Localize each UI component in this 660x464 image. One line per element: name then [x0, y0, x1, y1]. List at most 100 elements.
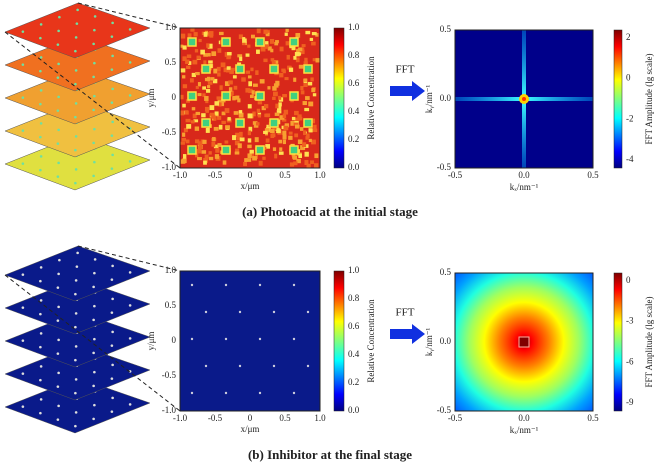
- map-speck: [225, 67, 230, 73]
- layer-dot: [39, 168, 42, 172]
- layer-dot: [93, 15, 97, 18]
- colorbar-tick-label: 0.8: [348, 293, 360, 303]
- map-speck: [247, 75, 252, 79]
- caption: (a) Photoacid at the initial stage: [242, 204, 418, 219]
- map-spot: [221, 37, 231, 47]
- map-speck: [213, 68, 218, 74]
- layer-dot: [56, 385, 60, 388]
- map-speck: [282, 139, 287, 145]
- map-speck: [209, 31, 214, 37]
- map-speck: [236, 136, 242, 141]
- y-tick-label: -0.5: [162, 127, 177, 137]
- layer-dot: [111, 87, 114, 91]
- layer-dot: [93, 160, 96, 164]
- map-speck: [185, 59, 190, 64]
- fft-peak: [518, 336, 530, 348]
- layer-dot: [57, 161, 60, 165]
- map-speck: [281, 125, 285, 130]
- map-speck: [257, 114, 262, 118]
- map-speck: [271, 61, 276, 67]
- map-speck: [283, 125, 289, 131]
- map-spot: [238, 310, 242, 314]
- map-speck: [195, 85, 199, 89]
- colorbar-tick-label: 0.6: [348, 321, 360, 331]
- map-speck: [216, 66, 221, 72]
- map-speck: [234, 140, 240, 146]
- layer-dot: [75, 265, 79, 268]
- map-speck: [310, 118, 316, 124]
- map-speck: [194, 49, 199, 53]
- y-tick-label: 1.0: [165, 22, 177, 32]
- layer-dot: [57, 371, 60, 375]
- map-speck: [267, 46, 272, 51]
- map-speck: [263, 58, 268, 63]
- y-tick-label: 0.0: [440, 93, 452, 103]
- layer-dot: [39, 279, 42, 283]
- layer-dot: [56, 352, 60, 355]
- map-speck: [193, 32, 198, 37]
- map-spot: [187, 91, 197, 101]
- layer-dot: [57, 305, 60, 309]
- layer-dot: [74, 325, 77, 329]
- map-speck: [279, 72, 284, 78]
- map-spot: [258, 337, 262, 341]
- map-spot: [255, 37, 265, 47]
- map-speck: [279, 147, 283, 151]
- map-spot: [190, 391, 194, 395]
- map-speck: [180, 94, 184, 100]
- map-speck: [185, 99, 190, 103]
- map-speck: [232, 95, 236, 101]
- layer-dot: [56, 109, 60, 112]
- map-spot: [303, 118, 313, 128]
- map-speck: [294, 133, 299, 138]
- map-speck: [258, 160, 263, 166]
- map-spot: [269, 118, 279, 128]
- map-speck: [195, 152, 199, 158]
- colorbar-label: Relative Concentration: [366, 56, 376, 140]
- y-axis-label: kᵧ/nm⁻¹: [424, 328, 435, 357]
- map-speck: [186, 124, 192, 129]
- map-speck: [201, 113, 206, 118]
- map-speck: [273, 60, 279, 64]
- map-speck: [232, 75, 237, 79]
- layer-dot: [92, 384, 95, 388]
- map-speck: [264, 104, 269, 109]
- layer-dot: [39, 345, 42, 349]
- map-speck: [180, 44, 184, 48]
- layer-dot: [74, 135, 78, 138]
- map-speck: [190, 120, 195, 124]
- map-speck: [224, 108, 230, 114]
- layer-dot: [75, 22, 79, 25]
- layer-dot: [39, 36, 42, 40]
- map-speck: [252, 83, 258, 87]
- map-spot: [224, 391, 228, 395]
- colorbar-tick-label: 0.0: [348, 405, 360, 415]
- map-speck: [293, 77, 297, 82]
- dash: [77, 2, 181, 29]
- map-speck: [239, 131, 243, 137]
- map-speck: [208, 151, 212, 155]
- map-speck: [241, 77, 246, 82]
- layer-dot: [110, 410, 114, 413]
- map-speck: [235, 148, 240, 153]
- map-spot: [238, 364, 242, 368]
- layer-dot: [74, 168, 78, 171]
- map-speck: [181, 138, 186, 142]
- layer-dot: [76, 8, 79, 12]
- layer-dot: [57, 272, 60, 276]
- layer-dot: [93, 370, 96, 374]
- map-speck: [265, 138, 270, 143]
- map-speck: [311, 87, 316, 93]
- map-speck: [283, 109, 289, 115]
- map-speck: [221, 99, 226, 103]
- map-speck: [204, 154, 209, 159]
- y-tick-label: -0.5: [162, 370, 177, 380]
- layer-dot: [57, 62, 60, 66]
- map-speck: [278, 139, 283, 144]
- y-tick-label: 0: [172, 92, 177, 102]
- layer-dot: [56, 286, 60, 289]
- map-speck: [303, 61, 308, 65]
- map-speck: [217, 99, 223, 104]
- colorbar: [613, 29, 623, 169]
- x-tick-label: 1.0: [314, 413, 326, 423]
